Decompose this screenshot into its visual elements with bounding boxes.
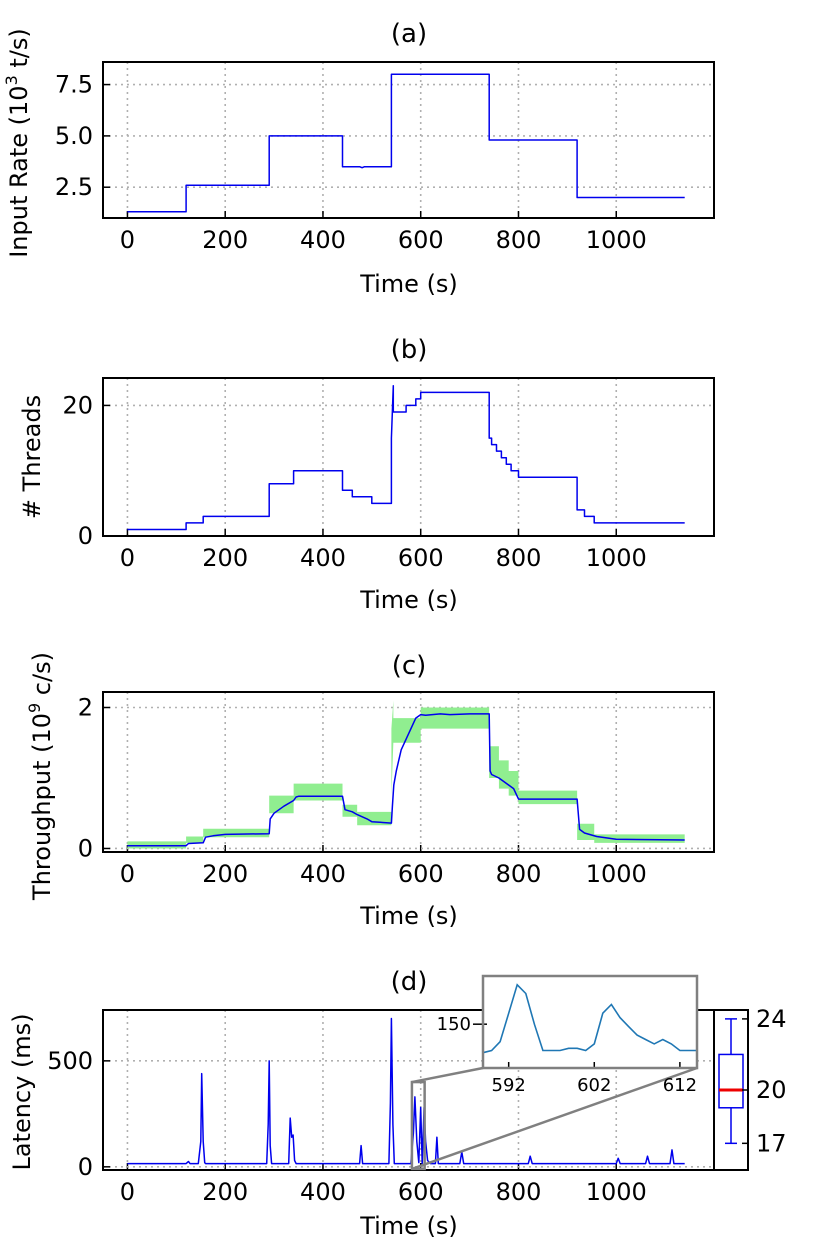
panel-d-xlabel: Time (s)	[359, 1212, 458, 1240]
zoom-connector	[411, 1066, 698, 1171]
inset-background	[483, 976, 697, 1068]
plot-frame	[102, 61, 715, 219]
inset-x-tick-label: 612	[663, 1075, 697, 1096]
panel-c-ylabel: Throughput (109 c/s)	[25, 652, 56, 901]
panel-d-ylabel: Latency (ms)	[8, 1013, 36, 1170]
x-tick-label: 800	[496, 1178, 542, 1206]
inset-frame	[481, 974, 699, 1070]
y-tick-label: 0	[78, 522, 93, 550]
range-band	[127, 700, 685, 849]
x-tick-label: 0	[120, 860, 135, 888]
panel-a-xlabel: Time (s)	[359, 270, 458, 298]
plot-frame	[102, 377, 715, 537]
x-tick-label: 0	[120, 1178, 135, 1206]
panel-d: (d) Time (s) Latency (ms) 0 200 400 600 800 1…	[8, 967, 787, 1240]
x-tick-label: 200	[202, 226, 248, 254]
series-line-input-rate	[127, 73, 685, 213]
y-tick-label: 7.5	[55, 71, 93, 99]
boxplot-box	[718, 1053, 744, 1109]
boxplot-y-tick-label: 20	[756, 1076, 787, 1104]
x-tick-label: 800	[496, 860, 542, 888]
x-tick-label: 1000	[586, 544, 647, 572]
panel-a-title: (a)	[391, 19, 427, 49]
x-tick-label: 600	[398, 860, 444, 888]
x-tick-label: 0	[120, 544, 135, 572]
inset-x-tick-label: 602	[577, 1075, 611, 1096]
boxplot-frame	[713, 1009, 749, 1171]
x-tick-label: 400	[300, 544, 346, 572]
plot-frame	[102, 691, 715, 853]
x-tick-label: 800	[496, 226, 542, 254]
inset-x-tick-label: 592	[492, 1075, 526, 1096]
panel-b: (b) Time (s) # Threads 0 200 400 600 800 1000…	[18, 335, 715, 614]
x-tick-label: 1000	[586, 226, 647, 254]
inset-y-tick-label: 150	[437, 1014, 471, 1035]
panel-a-ylabel: Input Rate (103 t/s)	[2, 28, 33, 258]
x-tick-label: 600	[398, 544, 444, 572]
series-line-throughput	[127, 713, 685, 847]
inset-series-line	[482, 983, 697, 1054]
panel-c-title: (c)	[392, 651, 427, 681]
x-tick-label: 0	[120, 226, 135, 254]
panel-b-xlabel: Time (s)	[359, 586, 458, 614]
y-tick-label: 2	[78, 694, 93, 722]
panel-c: (c) Time (s) Throughput (109 c/s) 0 200 40…	[25, 651, 715, 930]
x-tick-label: 400	[300, 226, 346, 254]
y-tick-label: 20	[62, 391, 93, 419]
x-tick-label: 600	[398, 1178, 444, 1206]
x-tick-label: 200	[202, 544, 248, 572]
y-tick-label: 500	[47, 1047, 93, 1075]
y-tick-label: 0	[78, 1153, 93, 1181]
x-tick-label: 200	[202, 860, 248, 888]
x-tick-label: 400	[300, 1178, 346, 1206]
zoom-connector	[411, 1066, 484, 1084]
x-tick-label: 400	[300, 860, 346, 888]
boxplot-y-tick-label: 17	[756, 1129, 787, 1157]
y-tick-label: 0	[78, 834, 93, 862]
y-tick-label: 2.5	[55, 173, 93, 201]
y-tick-label: 5.0	[55, 122, 93, 150]
boxplot-y-tick-label: 24	[756, 1005, 787, 1033]
x-tick-label: 800	[496, 544, 542, 572]
x-tick-label: 600	[398, 226, 444, 254]
panel-b-ylabel: # Threads	[18, 395, 46, 519]
x-tick-label: 200	[202, 1178, 248, 1206]
panel-d-title: (d)	[391, 967, 428, 997]
panel-a: (a) Time (s) Input Rate (103 t/s) 0 200 40…	[2, 19, 715, 298]
x-tick-label: 1000	[586, 860, 647, 888]
series-line-threads	[127, 385, 685, 531]
panel-c-xlabel: Time (s)	[359, 902, 458, 930]
x-tick-label: 1000	[586, 1178, 647, 1206]
panel-b-title: (b)	[391, 335, 428, 365]
